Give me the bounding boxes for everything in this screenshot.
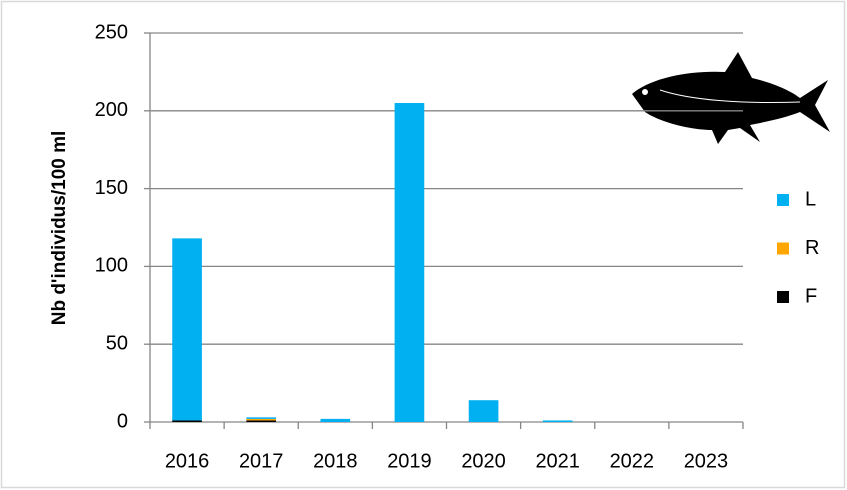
y-tick-label: 250 <box>95 21 128 43</box>
legend-swatch <box>777 291 789 303</box>
bar-segment <box>320 418 351 422</box>
bar-segment <box>172 238 202 421</box>
x-tick-label: 2016 <box>165 450 210 472</box>
bar-segment <box>542 420 573 422</box>
legend-label: R <box>805 237 819 259</box>
y-tick-label: 150 <box>95 177 128 199</box>
x-tick-label: 2019 <box>387 450 432 472</box>
bar-segment <box>246 420 277 422</box>
x-tick-label: 2020 <box>461 450 506 472</box>
bar-segment <box>468 400 499 422</box>
x-tick-label: 2021 <box>535 450 580 472</box>
legend-label: L <box>805 188 816 210</box>
x-tick-label: 2022 <box>610 450 655 472</box>
legend-swatch <box>777 194 789 206</box>
bar-segment <box>394 103 425 423</box>
bar-segment <box>172 420 202 422</box>
x-tick-label: 2017 <box>239 450 284 472</box>
x-tick-label: 2023 <box>684 450 729 472</box>
bar-segment <box>246 417 277 419</box>
bar-segment <box>246 418 277 421</box>
y-tick-label: 100 <box>95 255 128 277</box>
y-tick-label: 50 <box>106 332 128 354</box>
legend-swatch <box>777 242 789 255</box>
x-tick-label: 2018 <box>313 450 358 472</box>
y-tick-label: 0 <box>117 410 128 432</box>
fish-icon <box>632 52 830 144</box>
y-axis-label: Nb d'individus/100 ml <box>49 131 70 326</box>
legend-label: F <box>805 285 817 307</box>
y-tick-label: 200 <box>95 99 128 121</box>
